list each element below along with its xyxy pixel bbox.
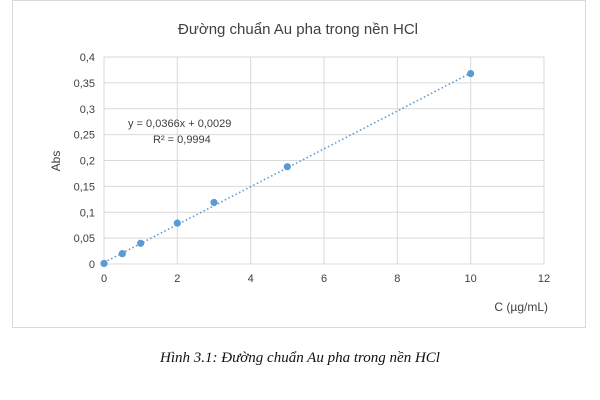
data-point	[173, 219, 181, 227]
trendline-equation: y = 0,0366x + 0,0029	[128, 118, 231, 130]
r-squared: R² = 0,9994	[153, 134, 211, 146]
x-tick-label: 6	[321, 273, 327, 285]
y-axis-label: Abs	[49, 151, 63, 172]
y-tick-labels: 0 0,05 0,1 0,15 0,2 0,25 0,3 0,35 0,4	[74, 52, 95, 271]
x-axis-label: C (µg/mL)	[494, 300, 548, 314]
y-tick-label: 0	[89, 259, 95, 271]
x-tick-label: 8	[394, 273, 400, 285]
x-tick-label: 4	[248, 273, 254, 285]
y-tick-label: 0,25	[74, 130, 95, 142]
gridlines	[103, 56, 545, 265]
figure-caption: Hình 3.1: Đường chuẩn Au pha trong nền H…	[160, 350, 440, 366]
data-points	[100, 69, 475, 268]
y-tick-label: 0,15	[74, 181, 95, 193]
x-tick-label: 12	[538, 273, 550, 285]
x-tick-labels: 0 2 4 6 8 10 12	[101, 273, 550, 285]
y-tick-label: 0,1	[80, 207, 95, 219]
y-tick-label: 0,2	[80, 156, 95, 168]
data-point	[100, 259, 108, 268]
data-point	[137, 239, 145, 247]
x-tick-label: 2	[174, 273, 180, 285]
data-point	[283, 163, 291, 171]
data-point	[118, 250, 126, 258]
y-tick-label: 0,05	[74, 233, 95, 245]
y-tick-label: 0,3	[80, 104, 95, 116]
chart-frame	[12, 0, 586, 328]
x-tick-label: 0	[101, 273, 107, 285]
trendline	[103, 72, 472, 264]
data-point	[210, 198, 218, 207]
chart-title: Đường chuẩn Au pha trong nền HCl	[178, 21, 418, 38]
calibration-chart: Đường chuẩn Au pha trong nền HCl 0 0,05 0,…	[49, 21, 550, 314]
x-tick-label: 10	[465, 273, 477, 285]
y-tick-label: 0,35	[74, 78, 95, 90]
data-point	[467, 69, 475, 78]
y-tick-label: 0,4	[80, 52, 95, 64]
